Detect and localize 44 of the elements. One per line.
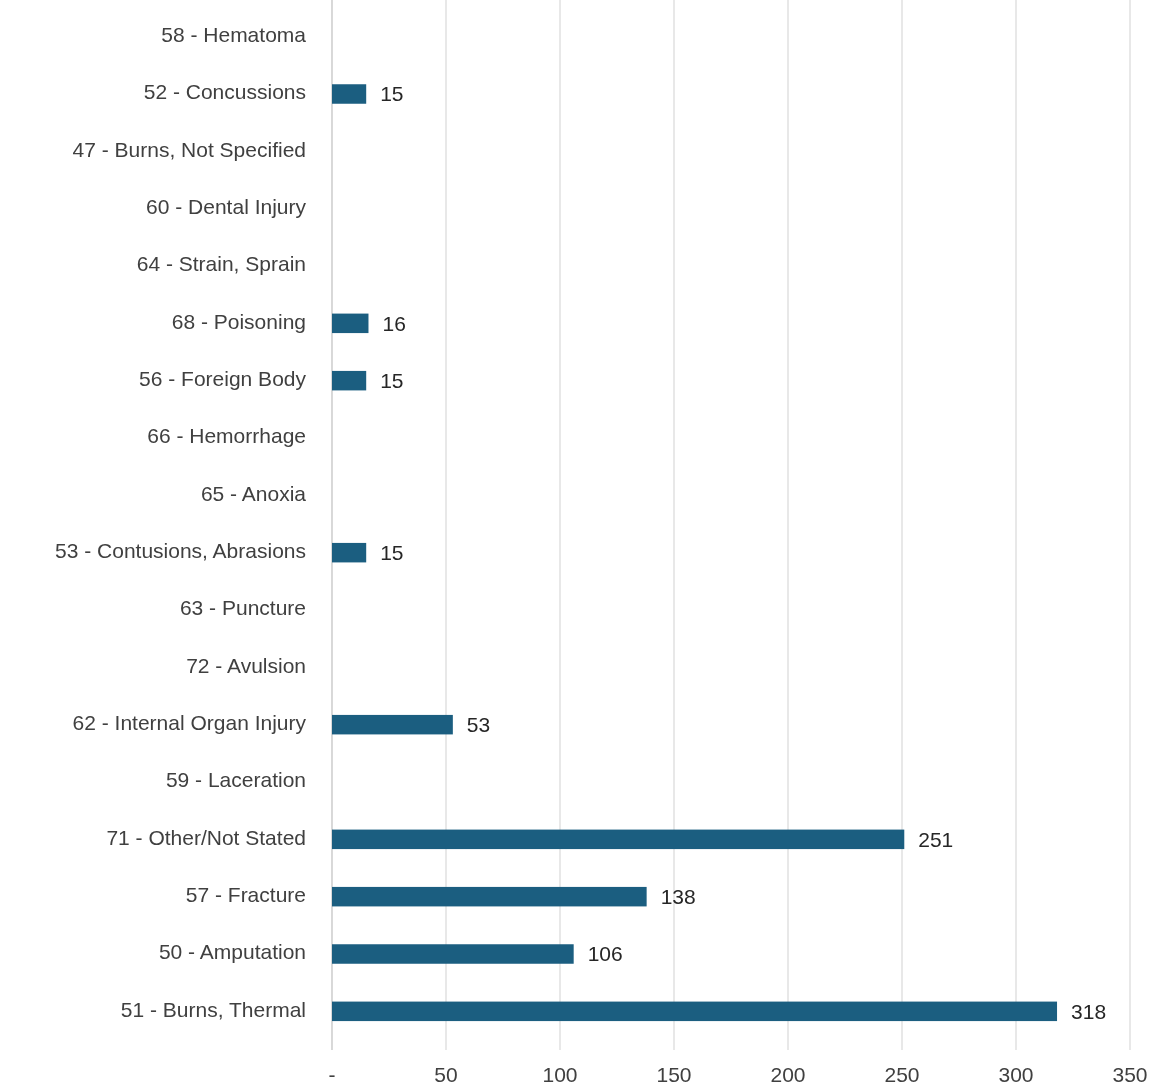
x-tick-label: 200 <box>770 1063 806 1087</box>
data-label: 138 <box>660 885 696 909</box>
y-tick-label: 59 - Laceration <box>165 768 306 792</box>
data-label: 53 <box>466 713 491 737</box>
bar <box>332 829 905 850</box>
x-tick-label: 300 <box>998 1063 1034 1087</box>
bar <box>332 542 367 563</box>
bar <box>332 84 367 104</box>
y-tick-label: 65 - Anoxia <box>200 481 307 505</box>
y-tick-label: 72 - Avulsion <box>186 653 306 677</box>
x-tick-label: 250 <box>884 1063 920 1087</box>
y-tick-label: 52 - Concussions <box>143 80 306 104</box>
data-label: 106 <box>587 942 623 966</box>
data-label: 15 <box>380 369 404 393</box>
y-tick-label: 50 - Amputation <box>158 940 306 964</box>
data-label: 318 <box>1071 999 1107 1023</box>
y-tick-label: 66 - Hemorrhage <box>147 424 306 448</box>
y-tick-label: 63 - Puncture <box>179 596 306 620</box>
y-tick-label: 51 - Burns, Thermal <box>120 997 306 1021</box>
bar <box>332 313 369 334</box>
bar <box>332 370 367 391</box>
y-tick-label: 60 - Dental Injury <box>146 195 307 219</box>
y-tick-label: 71 - Other/Not Stated <box>106 825 306 849</box>
x-tick-label: 100 <box>542 1063 578 1087</box>
bar <box>332 944 574 964</box>
x-tick-label: 50 <box>434 1063 458 1087</box>
bar <box>332 886 647 907</box>
data-label: 251 <box>918 827 954 851</box>
data-label: 16 <box>382 311 406 335</box>
y-tick-label: 56 - Foreign Body <box>139 367 307 391</box>
y-tick-label: 62 - Internal Organ Injury <box>72 711 307 735</box>
bar <box>332 714 453 735</box>
y-tick-label: 58 - Hematoma <box>161 23 307 47</box>
y-tick-label: 57 - Fracture <box>185 883 306 907</box>
x-tick-label: 350 <box>1112 1063 1148 1087</box>
bar <box>332 1001 1058 1022</box>
y-tick-label: 68 - Poisoning <box>171 309 306 333</box>
y-tick-label: 53 - Contusions, Abrasions <box>55 539 306 563</box>
y-tick-label: 47 - Burns, Not Specified <box>72 137 306 161</box>
x-tick-label: - <box>328 1063 336 1087</box>
y-tick-label: 64 - Strain, Sprain <box>136 252 306 276</box>
data-label: 15 <box>380 82 404 106</box>
data-label: 15 <box>380 541 404 565</box>
x-tick-label: 150 <box>656 1063 692 1087</box>
